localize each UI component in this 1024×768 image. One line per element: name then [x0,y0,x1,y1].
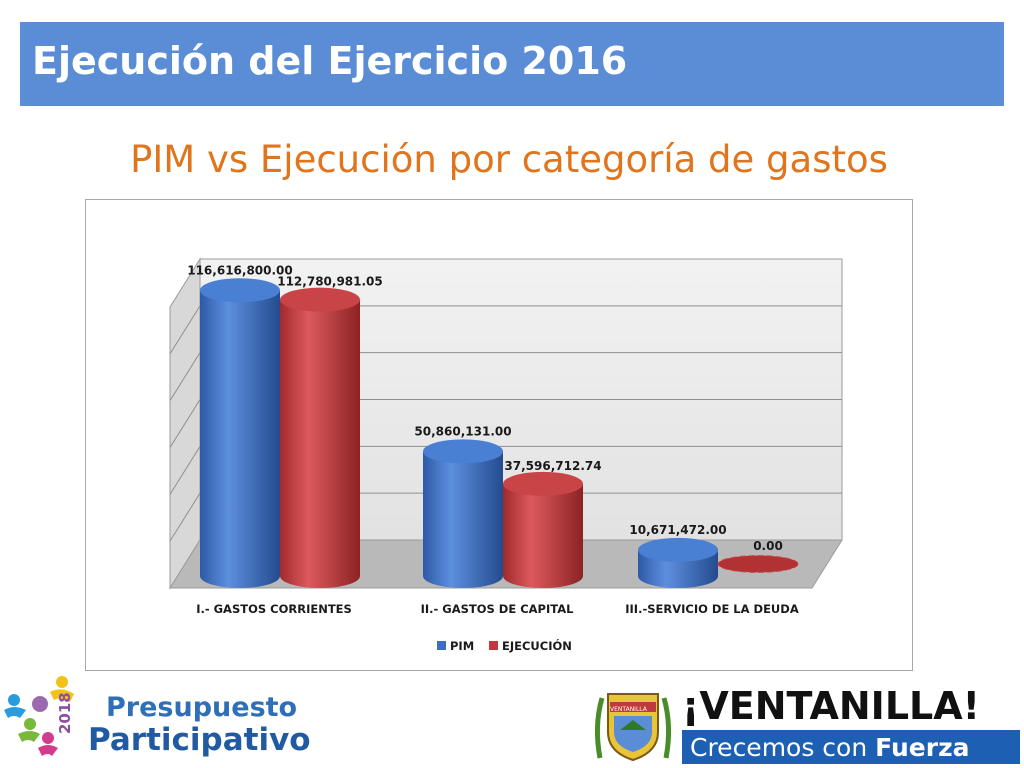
slogan-bar: Crecemos con Fuerza [682,730,1020,764]
bar-top-ejecucion-2 [717,555,799,573]
bar-ejecucion-0 [280,299,360,588]
presupuesto-participativo-logo: 2018 Presupuesto Participativo [0,672,330,768]
x-tick-label: III.-SERVICIO DE LA DEUDA [625,602,799,616]
data-label: 50,860,131.00 [414,424,511,438]
ventanilla-wordmark: ¡VENTANILLA! [682,684,980,728]
bar-top-ejecucion-0 [280,287,360,312]
bar-ejecucion-1 [503,483,583,588]
data-label: 10,671,472.00 [629,523,726,537]
legend-swatch-ejecucion [489,641,498,650]
gridline-side [169,492,201,542]
shield-label: VENTANILLA [610,706,647,713]
data-label: 0.00 [753,539,783,553]
data-label: 112,780,981.05 [277,275,383,289]
bar-pim-0 [200,290,280,588]
legend-label: EJECUCIÓN [502,638,572,653]
logo-word-presupuesto: Presupuesto [106,692,298,723]
slogan-text: Crecemos con Fuerza [690,733,970,762]
bar-pim-1 [423,451,503,588]
gridline-side [169,305,201,355]
slogan-regular: Crecemos con [690,733,876,762]
data-label: 116,616,800.00 [187,263,293,277]
people-figures-icon [4,676,74,756]
logo-word-participativo: Participativo [88,722,311,758]
data-label: 37,596,712.74 [504,459,601,473]
bar-top-pim-2 [638,537,718,562]
legend-label: PIM [450,639,474,653]
bar-top-ejecucion-1 [503,471,583,496]
title-bar: Ejecución del Ejercicio 2016 [20,22,1004,106]
slide-title: Ejecución del Ejercicio 2016 [32,39,628,83]
legend-swatch-pim [437,641,446,650]
gridline-side [169,399,201,448]
gridline-side [169,446,201,495]
bar-top-pim-1 [423,439,503,464]
x-tick-label: I.- GASTOS CORRIENTES [196,602,352,616]
bar-top-pim-0 [200,278,280,303]
logo-year: 2018 [56,692,74,734]
x-tick-label: II.- GASTOS DE CAPITAL [421,602,575,616]
ventanilla-logo: VENTANILLA ¡VENTANILLA! Crecemos con Fue… [590,680,1024,768]
chart-subtitle: PIM vs Ejecución por categoría de gastos [130,138,888,181]
slogan-bold: Fuerza [875,733,970,762]
municipal-shield-icon [594,693,672,762]
gridline-side [169,352,201,401]
